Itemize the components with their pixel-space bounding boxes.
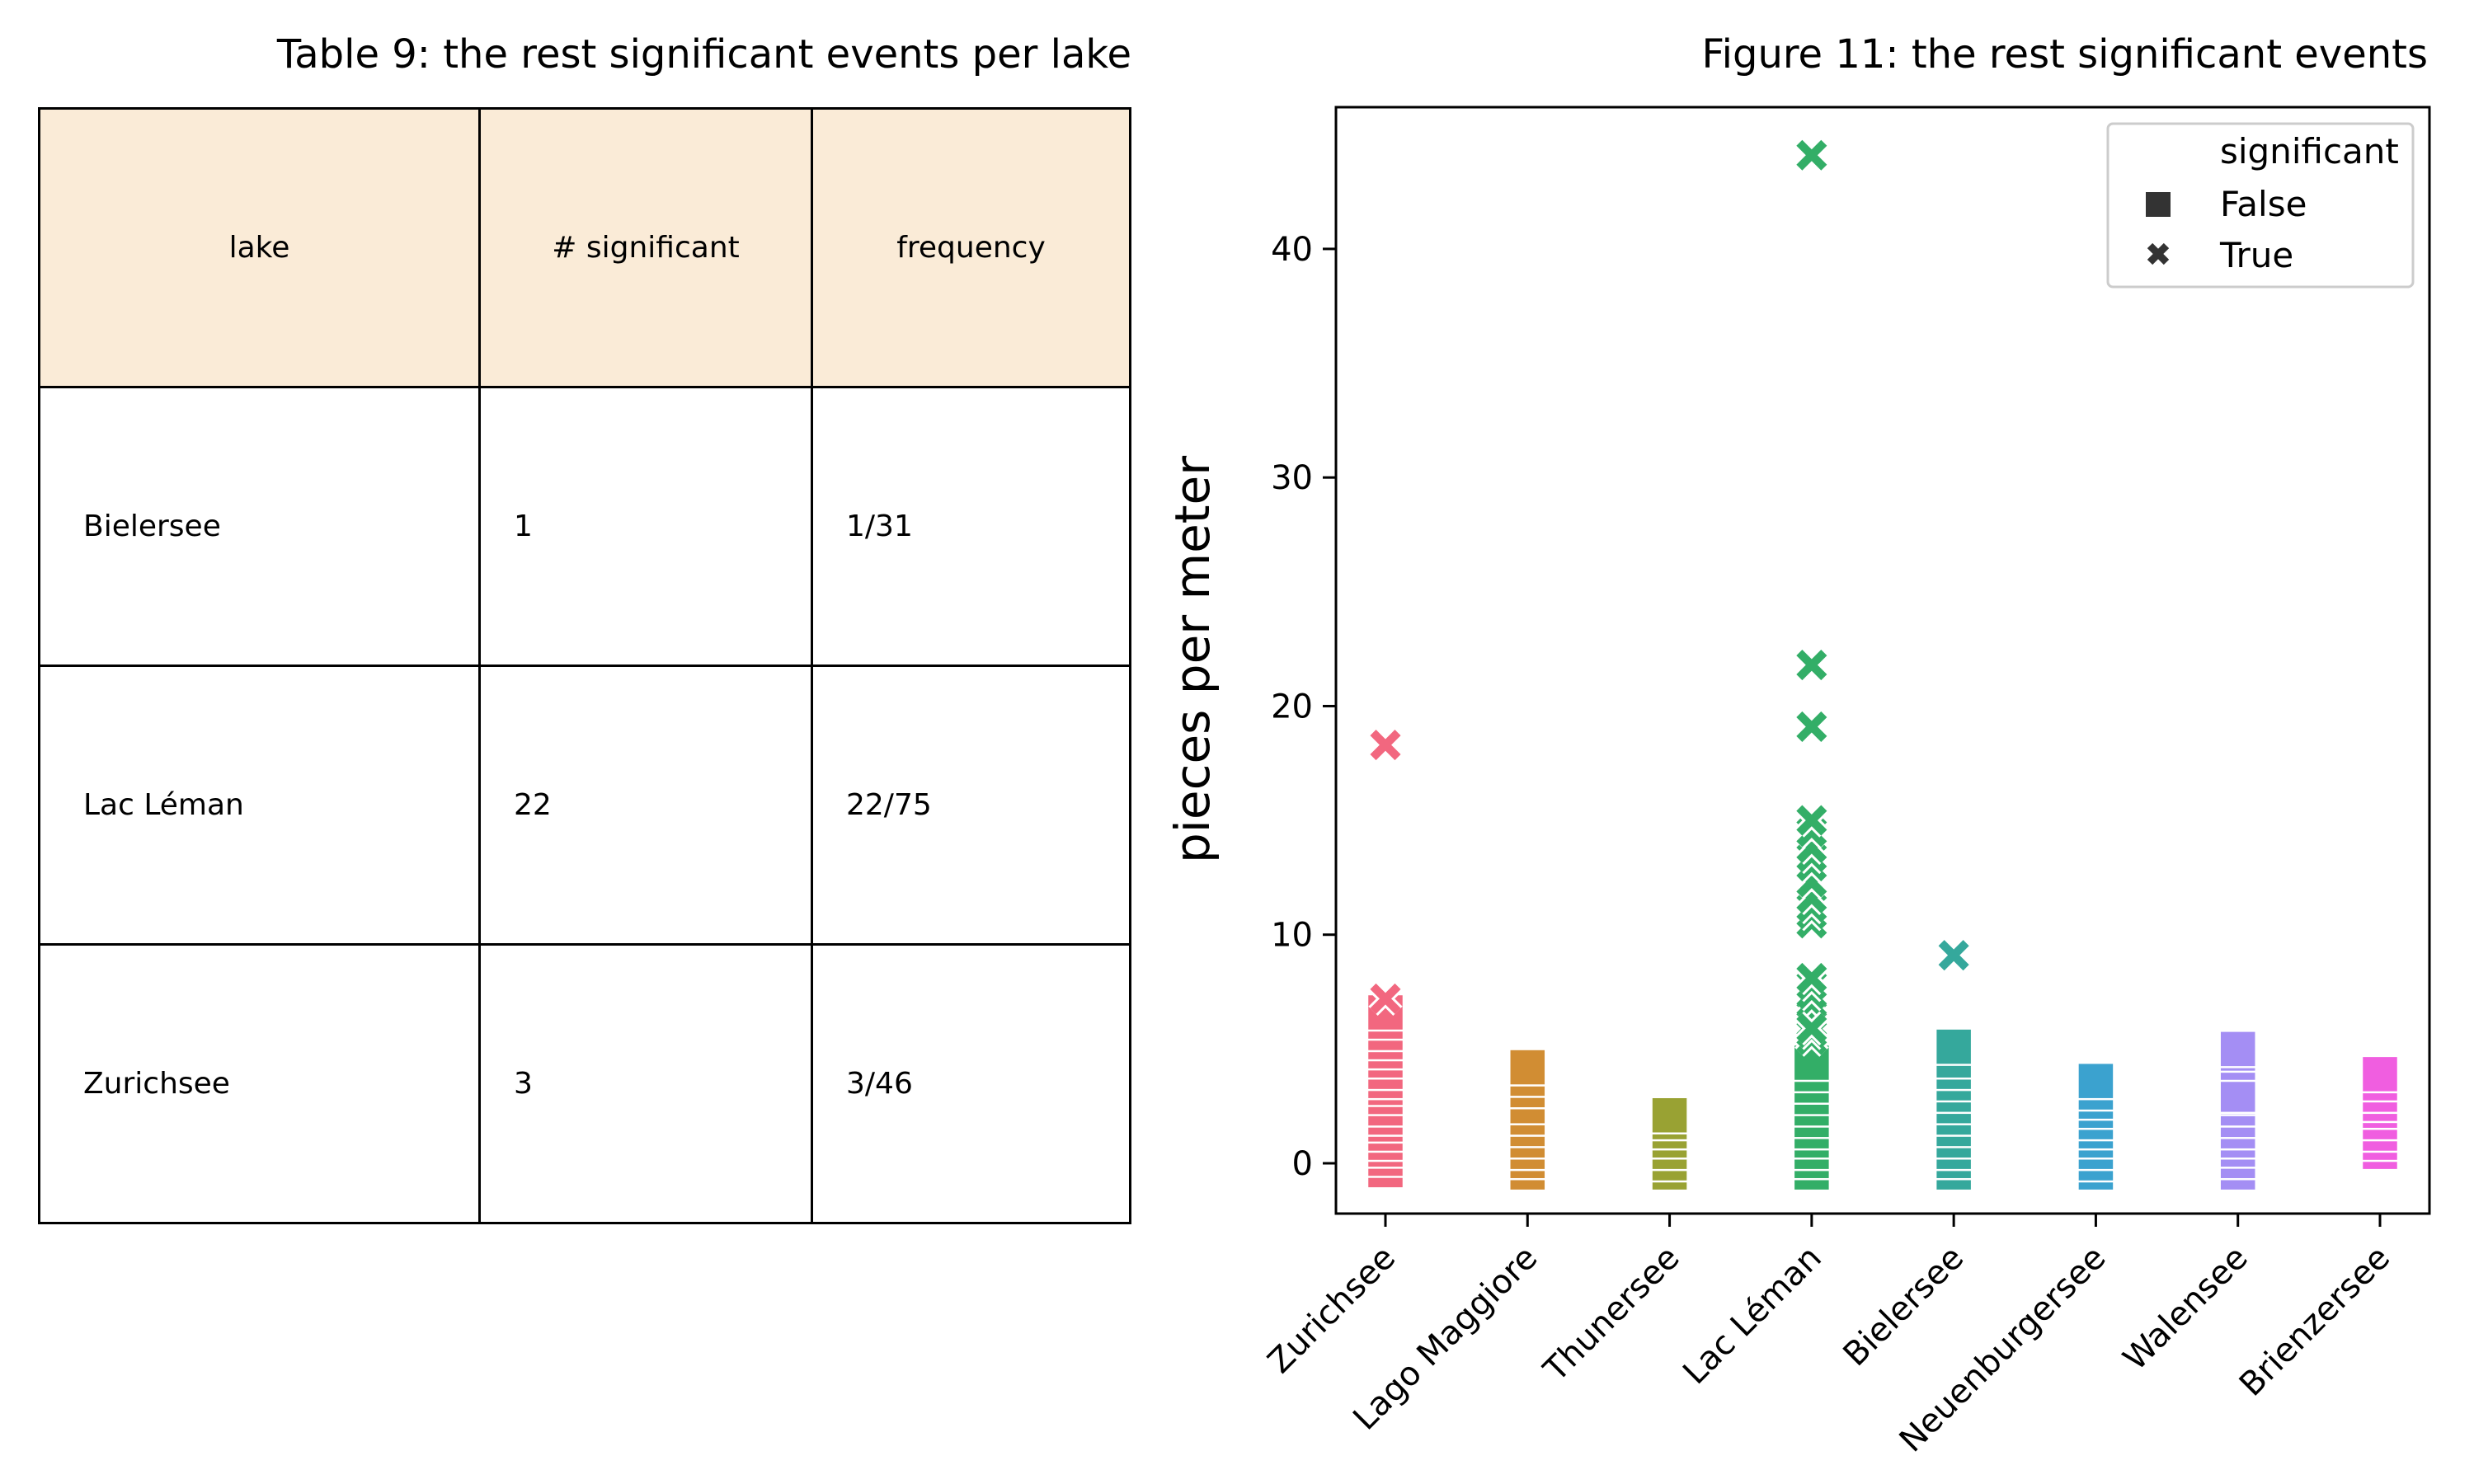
point-not-significant — [2218, 1075, 2257, 1115]
legend-label-true: True — [2219, 235, 2293, 275]
point-significant — [1368, 981, 1403, 1017]
legend-title: significant — [2220, 131, 2399, 171]
cell-lake: Lac Léman — [38, 665, 481, 946]
point-significant — [1794, 1011, 1829, 1046]
x-tick-label: Bielersee — [1837, 1239, 1972, 1374]
point-not-significant — [2360, 1054, 2400, 1094]
header-lake: lake — [38, 107, 481, 388]
significant-events-table: lake # significant frequency Bielersee 1… — [38, 107, 1131, 1224]
y-tick-label: 40 — [1271, 231, 1313, 269]
cell-frequency: 1/31 — [811, 386, 1131, 667]
legend-label-false: False — [2220, 184, 2307, 224]
point-significant — [1936, 938, 1971, 973]
table-row: Lac Léman 22 22/75 — [38, 665, 1131, 946]
cell-lake: Bielersee — [38, 386, 481, 667]
legend-box — [2106, 122, 2415, 289]
header-significant: # significant — [478, 107, 813, 388]
cell-significant: 3 — [478, 943, 813, 1224]
y-tick-label: 10 — [1271, 917, 1313, 955]
x-tick-label: Lac Léman — [1676, 1239, 1829, 1392]
point-significant-mark — [1796, 1012, 1827, 1044]
y-tick-label: 0 — [1292, 1145, 1313, 1183]
point-significant — [1794, 803, 1829, 838]
y-tick-label: 20 — [1271, 688, 1313, 726]
cell-significant: 1 — [478, 386, 813, 667]
point-not-significant — [1650, 1096, 1689, 1135]
point-significant-mark — [1796, 711, 1827, 742]
point-significant — [1368, 727, 1403, 763]
point-significant — [1794, 138, 1829, 172]
table-row: Zurichsee 3 3/46 — [38, 943, 1131, 1224]
table-header-row: lake # significant frequency — [38, 107, 1131, 388]
x-tick-label: Zurichsee — [1261, 1239, 1403, 1381]
table-title: Table 9: the rest significant events per… — [276, 31, 1131, 77]
legend: significant False True — [2106, 122, 2415, 289]
point-significant — [1794, 709, 1829, 744]
cell-significant: 22 — [478, 665, 813, 946]
x-tick-label: Thunersee — [1536, 1239, 1687, 1390]
cell-frequency: 22/75 — [811, 665, 1131, 946]
chart-title: Figure 11: the rest significant events — [1701, 31, 2428, 77]
y-tick-label: 30 — [1271, 459, 1313, 497]
point-not-significant — [1934, 1027, 1973, 1066]
point-significant-mark — [1370, 983, 1401, 1014]
y-axis-label: pieces per meter — [1164, 456, 1221, 863]
point-significant-mark — [1796, 805, 1827, 836]
x-tick-label: Walensee — [2116, 1239, 2255, 1378]
x-tick-label: Brienzersee — [2232, 1239, 2397, 1404]
plot-frame — [1334, 106, 2431, 1215]
legend-x-marker — [2147, 242, 2170, 265]
point-not-significant — [2218, 1030, 2257, 1068]
point-significant-mark — [1370, 730, 1401, 761]
data-points — [1366, 138, 2400, 1192]
header-frequency: frequency — [811, 107, 1131, 388]
point-significant-mark — [1938, 940, 1969, 971]
point-significant-mark — [1796, 139, 1827, 171]
point-not-significant — [2077, 1061, 2115, 1101]
point-not-significant — [1508, 1048, 1547, 1087]
legend-square-marker — [2146, 192, 2171, 217]
y-axis: 0 10 20 30 40 — [1271, 231, 1336, 1183]
cell-frequency: 3/46 — [811, 943, 1131, 1224]
table-row: Bielersee 1 1/31 — [38, 386, 1131, 667]
point-significant-mark — [1796, 650, 1827, 681]
point-significant-mark — [1796, 962, 1827, 993]
cell-lake: Zurichsee — [38, 943, 481, 1224]
point-significant — [1794, 960, 1829, 996]
point-significant — [1794, 647, 1829, 683]
